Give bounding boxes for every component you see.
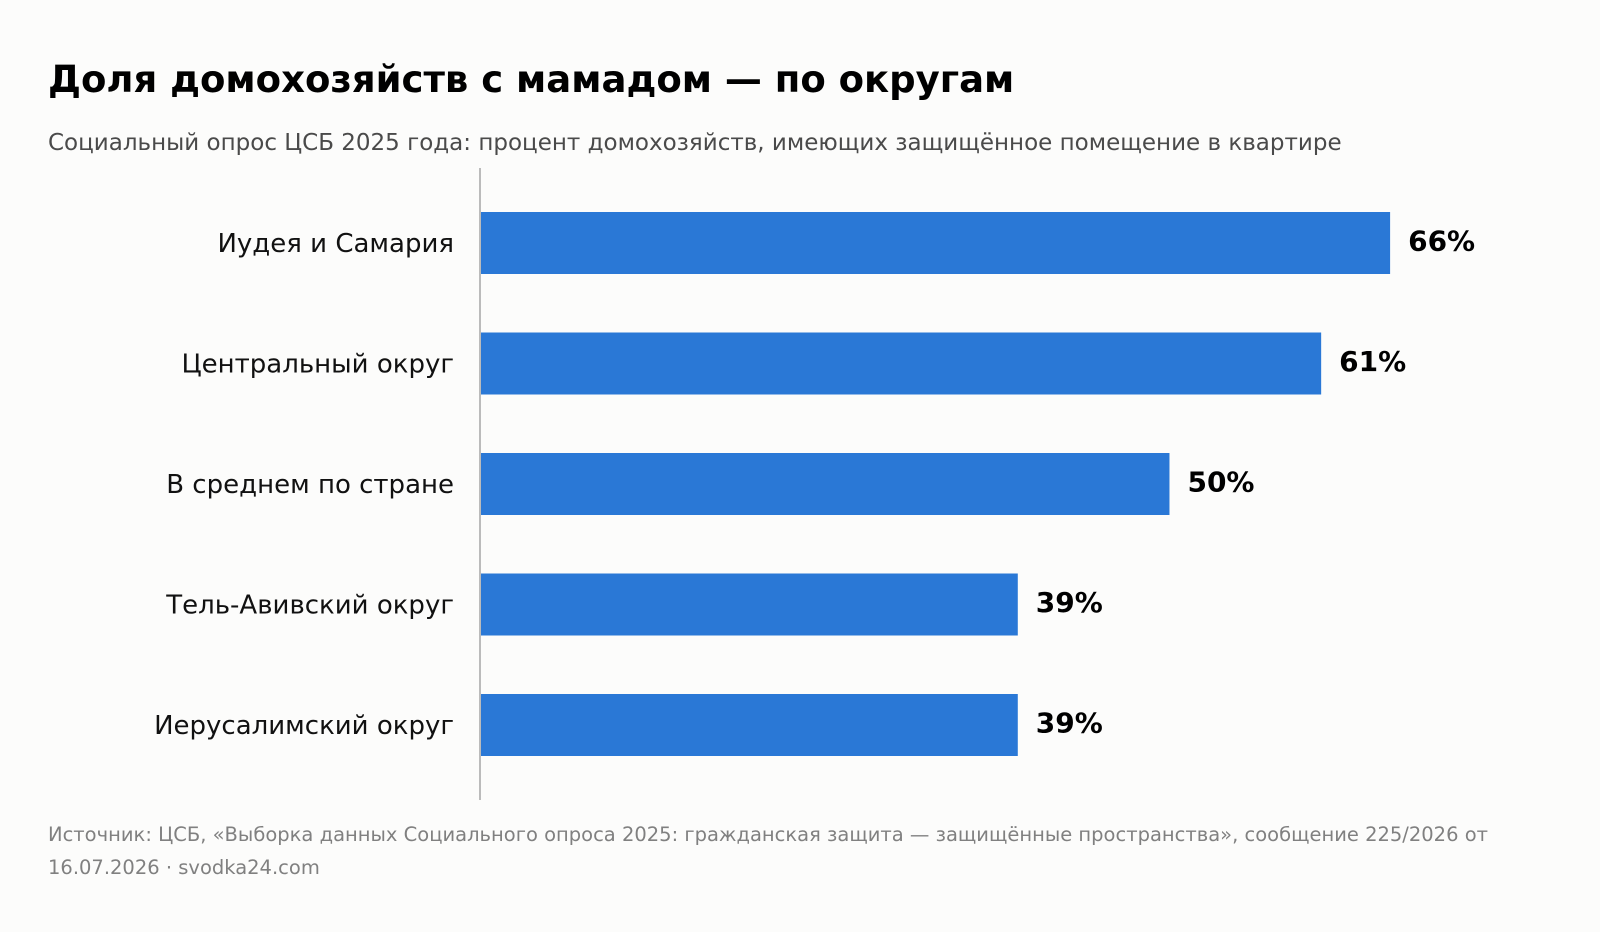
value-label-3: 39% [1036, 586, 1103, 619]
category-label-0: Иудея и Самария [217, 229, 454, 259]
bar-1 [480, 332, 1322, 395]
bar-0 [480, 212, 1391, 274]
value-label-0: 66% [1408, 225, 1475, 258]
category-label-3: Тель-Авивский округ [165, 591, 454, 621]
value-label-1: 61% [1339, 345, 1406, 378]
source-note: Источник: ЦСБ, «Выборка данных Социально… [48, 823, 1488, 879]
bar-4 [480, 694, 1018, 756]
value-label-4: 39% [1036, 707, 1103, 740]
category-label-2: В среднем по стране [166, 470, 454, 500]
bar-3 [480, 573, 1018, 636]
value-label-2: 50% [1187, 466, 1254, 499]
category-label-1: Центральный округ [181, 350, 454, 380]
chart-title: Доля домохозяйств с мамадом — по округам [48, 58, 1015, 101]
bar-2 [480, 453, 1170, 515]
chart-subtitle: Социальный опрос ЦСБ 2025 года: процент … [48, 130, 1342, 156]
category-label-4: Иерусалимский округ [154, 711, 454, 741]
